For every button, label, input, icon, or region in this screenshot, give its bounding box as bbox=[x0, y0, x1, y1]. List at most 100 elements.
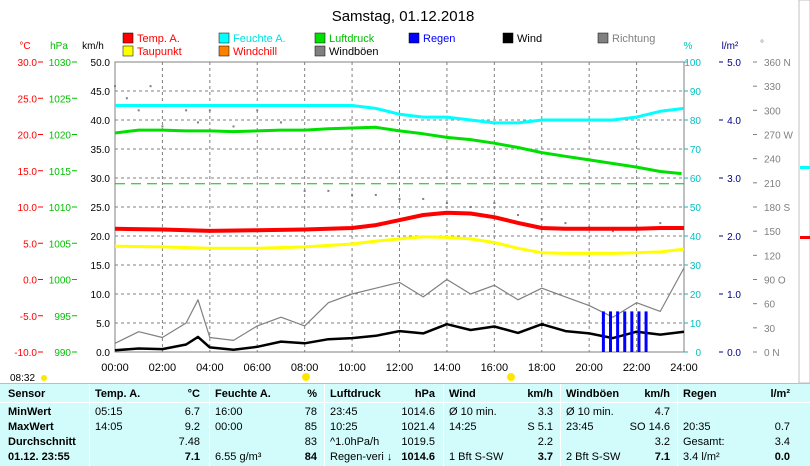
press-tick-8: 990 bbox=[54, 348, 71, 359]
stats-hum-value-2: 83 bbox=[304, 436, 317, 448]
direction-dot-4 bbox=[161, 125, 164, 128]
stats-wind-value-3: 3.7 bbox=[537, 451, 553, 463]
series-line-luftdruck bbox=[114, 125, 682, 176]
time-tick-7: 14:00 bbox=[433, 362, 461, 374]
stats-header-wind: Wind bbox=[449, 388, 476, 400]
side-panel-red-bar bbox=[800, 236, 810, 239]
direction-dot-16 bbox=[422, 197, 425, 200]
wind-tick-10: 0.0 bbox=[96, 348, 110, 359]
wind-tick-9: 5.0 bbox=[96, 319, 110, 330]
stats-hum-value-3: 84 bbox=[304, 451, 317, 463]
stats-temp-value-3: 7.1 bbox=[184, 451, 200, 463]
dir-tick-5: 210 bbox=[764, 179, 781, 190]
direction-dot-1 bbox=[125, 97, 128, 100]
rain-bar-3 bbox=[623, 311, 627, 352]
wind-tick-1: 45.0 bbox=[91, 87, 111, 98]
stats-header-unit-wind: km/h bbox=[527, 388, 553, 400]
press-tick-7: 995 bbox=[54, 312, 71, 323]
legend-label-8: Richtung bbox=[612, 33, 655, 45]
time-tick-9: 18:00 bbox=[528, 362, 556, 374]
stats-wind-note-3: 1 Bft S-SW bbox=[449, 451, 504, 463]
stats-gust-note-3: 2 Bft S-SW bbox=[566, 451, 621, 463]
direction-dot-18 bbox=[469, 206, 472, 208]
dir-tick-9: 90 O bbox=[764, 276, 786, 287]
direction-dot-3 bbox=[149, 85, 152, 88]
temp-tick-4: 10.0 bbox=[18, 203, 38, 214]
stats-gust-note-0: Ø 10 min. bbox=[566, 406, 614, 418]
hum-tick-9: 10 bbox=[690, 319, 702, 330]
stats-col-separator-5 bbox=[677, 384, 678, 466]
stats-hum-note-3: 6.55 g/m³ bbox=[215, 451, 262, 463]
stats-table: Sensor Temp. A. °C Feuchte A.% Luftdruck hPa W… bbox=[0, 383, 810, 466]
wind-tick-2: 40.0 bbox=[91, 116, 111, 127]
rain-tick-3: 2.0 bbox=[727, 232, 741, 243]
dir-tick-8: 120 bbox=[764, 251, 781, 262]
dir-tick-4: 240 bbox=[764, 155, 781, 166]
dir-tick-1: 330 bbox=[764, 82, 781, 93]
legend-label-7: Wind bbox=[517, 33, 542, 45]
stats-hum-note-0: 16:00 bbox=[215, 406, 243, 418]
temp-tick-8: -10.0 bbox=[14, 348, 37, 359]
stats-wind-value-0: 3.3 bbox=[537, 406, 553, 418]
legend-label-1: Taupunkt bbox=[137, 46, 182, 58]
time-tick-3: 06:00 bbox=[243, 362, 271, 374]
hum-tick-8: 20 bbox=[690, 290, 702, 301]
stats-rain-value-2: 3.4 bbox=[774, 436, 790, 448]
wind-tick-3: 35.0 bbox=[91, 145, 111, 156]
stats-rain-note-3: 3.4 l/m² bbox=[683, 451, 720, 463]
direction-dot-7 bbox=[208, 109, 211, 112]
side-panel-edge bbox=[798, 0, 810, 383]
temp-tick-6: 0.0 bbox=[23, 276, 37, 287]
temp-tick-5: 5.0 bbox=[23, 239, 37, 250]
stats-header-divider bbox=[0, 402, 810, 403]
stats-press-value-0: 1014.6 bbox=[401, 406, 435, 418]
press-tick-1: 1025 bbox=[49, 94, 72, 105]
legend-swatch-1 bbox=[122, 45, 134, 57]
stats-row-label-2: Durchschnitt bbox=[8, 436, 76, 448]
stats-press-note-0: 23:45 bbox=[330, 406, 358, 418]
direction-dot-8 bbox=[232, 125, 235, 128]
stats-temp-note-1: 14:05 bbox=[95, 421, 123, 433]
dir-tick-6: 180 S bbox=[764, 203, 790, 214]
stats-press-value-3: 1014.6 bbox=[401, 451, 435, 463]
direction-dot-24 bbox=[611, 230, 614, 233]
time-tick-2: 04:00 bbox=[196, 362, 224, 374]
stats-gust-value-0: 4.7 bbox=[654, 406, 670, 418]
temp-tick-0: 30.0 bbox=[18, 58, 38, 69]
direction-dot-13 bbox=[351, 193, 354, 196]
stats-row-label-1: MaxWert bbox=[8, 421, 54, 433]
stats-header-temp: Temp. A. bbox=[95, 388, 141, 400]
direction-dot-2 bbox=[137, 109, 140, 112]
stats-col-separator-1 bbox=[209, 384, 210, 466]
direction-dot-19 bbox=[493, 201, 496, 204]
stats-rain-note-1: 20:35 bbox=[683, 421, 711, 433]
stats-press-note-1: 10:25 bbox=[330, 421, 358, 433]
dir-tick-10: 60 bbox=[764, 300, 776, 311]
rain-bar-0 bbox=[601, 311, 605, 352]
stats-hum-note-1: 00:00 bbox=[215, 421, 243, 433]
press-tick-2: 1020 bbox=[49, 131, 72, 142]
stats-press-note-3: Regen-veri ↓ bbox=[330, 451, 393, 463]
rain-bar-5 bbox=[637, 311, 641, 352]
time-tick-10: 20:00 bbox=[575, 362, 603, 374]
rain-bar-1 bbox=[609, 311, 613, 352]
press-tick-6: 1000 bbox=[49, 276, 72, 287]
stats-header-unit-rain: l/m² bbox=[770, 388, 790, 400]
direction-dot-17 bbox=[445, 201, 448, 204]
hum-tick-10: 0 bbox=[695, 348, 701, 359]
rain-tick-5: 0.0 bbox=[727, 348, 741, 359]
legend-label-0: Temp. A. bbox=[137, 33, 180, 45]
legend-swatch-6 bbox=[408, 32, 420, 44]
stats-temp-value-0: 6.7 bbox=[184, 406, 200, 418]
stats-wind-value-2: 2.2 bbox=[537, 436, 553, 448]
stats-header-unit-gust: km/h bbox=[644, 388, 670, 400]
wind-tick-4: 30.0 bbox=[91, 174, 111, 185]
temp-tick-1: 25.0 bbox=[18, 94, 38, 105]
stats-temp-value-1: 9.2 bbox=[184, 421, 200, 433]
legend-label-3: Windchill bbox=[233, 46, 277, 58]
hum-tick-4: 60 bbox=[690, 174, 702, 185]
legend-swatch-2 bbox=[218, 32, 230, 44]
time-tick-5: 10:00 bbox=[338, 362, 366, 374]
chart-title: Samstag, 01.12.2018 bbox=[332, 8, 475, 25]
time-tick-1: 02:00 bbox=[149, 362, 177, 374]
